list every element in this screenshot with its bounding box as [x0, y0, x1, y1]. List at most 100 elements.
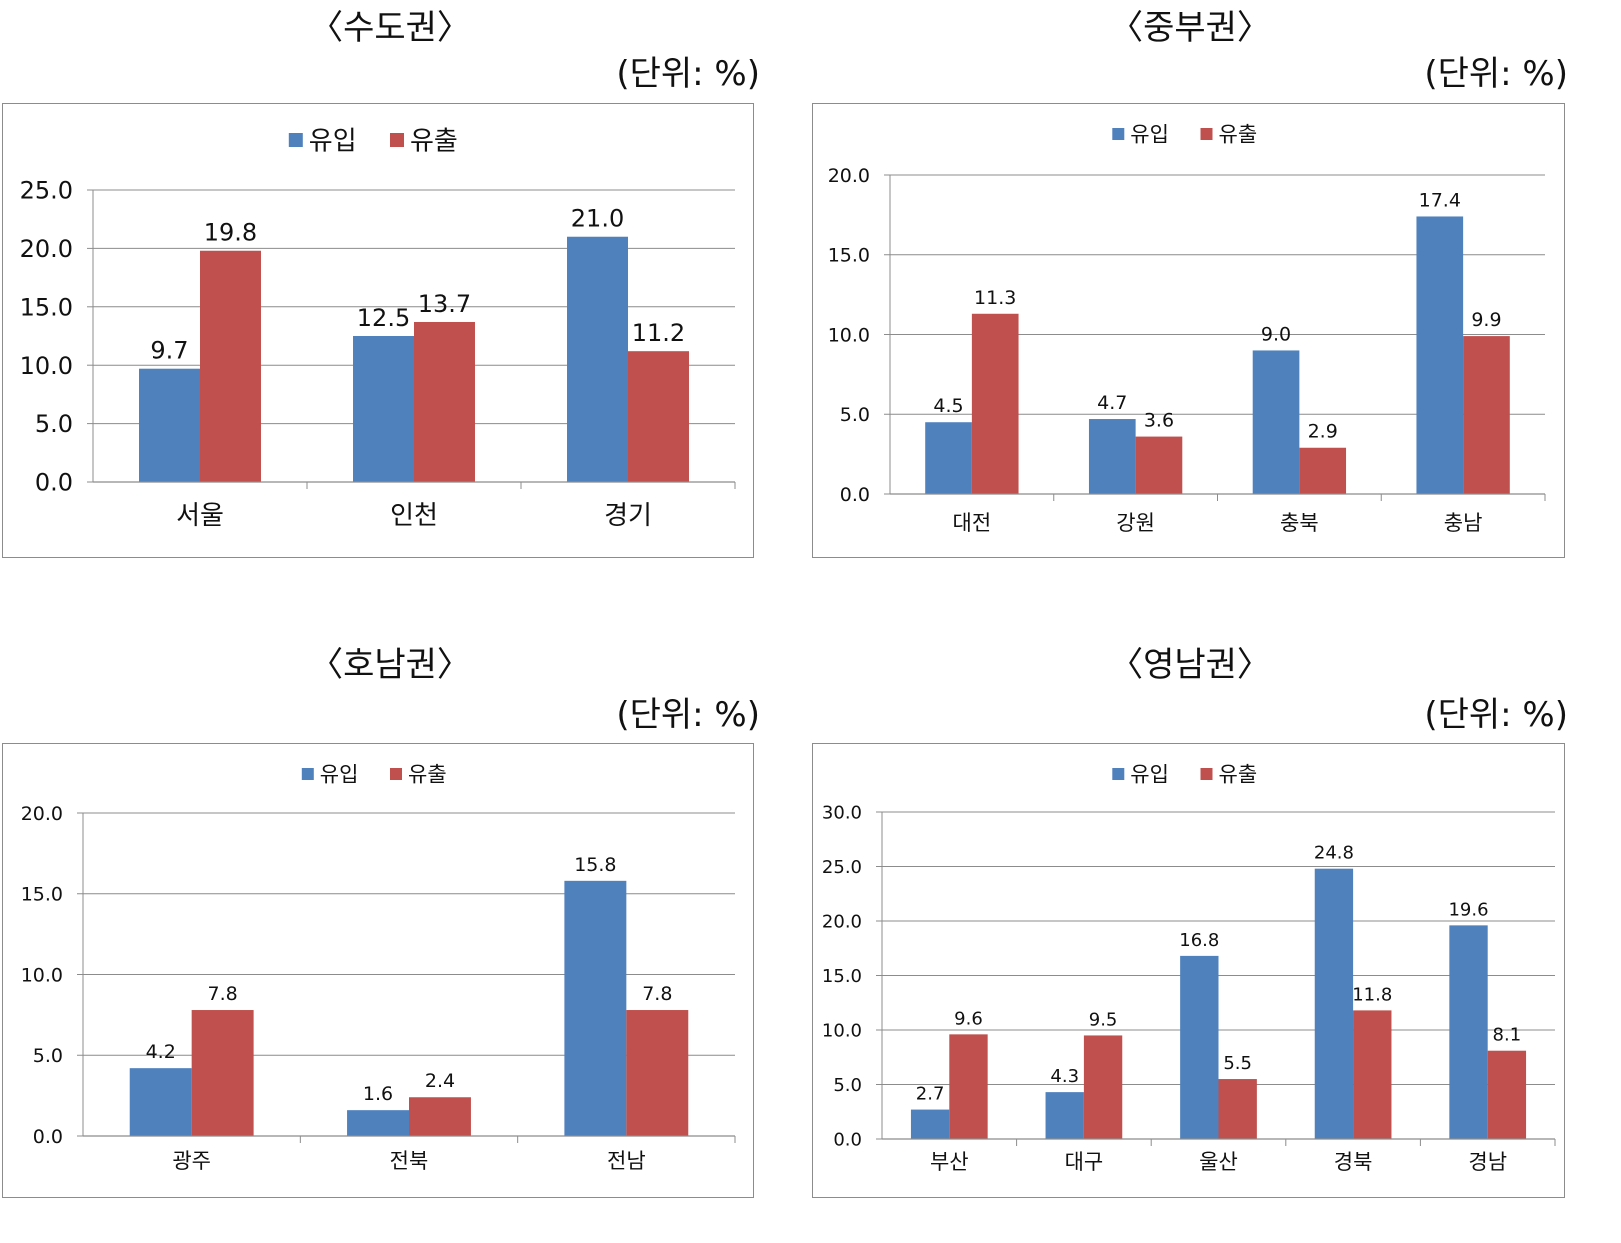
- bar-outflow: [414, 321, 475, 482]
- y-tick-label: 10.0: [21, 964, 63, 986]
- data-label: 1.6: [363, 1083, 393, 1105]
- bar-outflow: [409, 1097, 471, 1136]
- y-tick-label: 15.0: [828, 245, 870, 267]
- data-label: 3.6: [1144, 410, 1174, 432]
- y-tick-label: 10.0: [20, 352, 73, 380]
- bar-chart-central: 0.0 5.0 10.0 15.0 20.0 대전 4.5 11.3 강원 4.7 3.6 충북 9.0…: [828, 123, 1546, 535]
- x-category-label: 울산: [1199, 1150, 1238, 1174]
- bar-inflow: [1252, 350, 1300, 494]
- bar-outflow: [1299, 447, 1347, 494]
- data-label: 11.8: [1352, 984, 1392, 1005]
- y-tick-label: 10.0: [828, 324, 870, 346]
- bar-inflow: [1416, 216, 1464, 494]
- bar-outflow: [1083, 1035, 1123, 1139]
- data-label: 17.4: [1419, 189, 1461, 211]
- legend-swatch-inflow: [301, 768, 314, 780]
- x-category-label: 서울: [176, 501, 224, 531]
- bar-inflow: [1088, 419, 1136, 494]
- bar-outflow: [971, 313, 1019, 494]
- bar-inflow: [910, 1109, 950, 1139]
- data-label: 21.0: [571, 205, 624, 233]
- bar-outflow: [1353, 1010, 1392, 1139]
- bar-chart-capital: 0.0 5.0 10.0 15.0 20.0 25.0 서울 9.7 19.8 인천 12.5 13.…: [20, 126, 736, 531]
- bar-inflow: [353, 336, 414, 482]
- chart-frame-capital: 0.0 5.0 10.0 15.0 20.0 25.0 서울 9.7 19.8 인천 12.5 13.…: [2, 103, 754, 558]
- data-label: 11.3: [974, 287, 1016, 309]
- legend-label-outflow: 유출: [408, 763, 447, 787]
- y-tick-label: 5.0: [33, 1045, 63, 1067]
- legend-swatch-outflow: [1200, 768, 1213, 780]
- legend-swatch-outflow: [1200, 128, 1213, 140]
- data-label: 9.7: [150, 337, 188, 365]
- legend-swatch-outflow: [390, 133, 404, 147]
- legend-label-inflow: 유입: [1130, 763, 1169, 787]
- data-label: 16.8: [1179, 930, 1219, 951]
- y-tick-label: 20.0: [828, 165, 870, 187]
- x-category-label: 경북: [1334, 1150, 1373, 1174]
- bar-inflow: [129, 1068, 192, 1136]
- y-tick-label: 15.0: [21, 884, 63, 906]
- unit-label-capital: (단위: %): [616, 54, 760, 94]
- bar-outflow: [949, 1034, 988, 1139]
- bar-inflow: [1449, 925, 1488, 1139]
- data-label: 4.5: [933, 395, 963, 417]
- bar-outflow: [628, 351, 689, 482]
- y-tick-label: 15.0: [822, 966, 862, 987]
- y-tick-label: 0.0: [33, 1126, 63, 1148]
- bar-outflow: [1218, 1079, 1257, 1139]
- bar-outflow: [200, 250, 261, 482]
- data-label: 4.2: [146, 1041, 176, 1063]
- y-tick-label: 10.0: [822, 1020, 862, 1041]
- bar-inflow: [1180, 955, 1219, 1139]
- data-label: 4.7: [1097, 392, 1127, 414]
- legend-label-outflow: 유출: [410, 126, 458, 156]
- data-label: 2.4: [425, 1070, 455, 1092]
- chart-title-yeongnam: 〈영남권〉: [1109, 645, 1271, 685]
- unit-label-central: (단위: %): [1424, 54, 1568, 94]
- y-tick-label: 5.0: [840, 404, 870, 426]
- bar-inflow: [1045, 1092, 1084, 1139]
- legend-swatch-inflow: [288, 133, 303, 147]
- legend-swatch-inflow: [1112, 128, 1125, 140]
- legend-swatch-outflow: [390, 768, 402, 780]
- x-category-label: 부산: [930, 1150, 969, 1174]
- y-tick-label: 25.0: [822, 857, 862, 878]
- legend-label-inflow: 유입: [1130, 123, 1169, 147]
- bar-inflow: [347, 1110, 409, 1136]
- x-category-label: 경기: [604, 501, 652, 531]
- chart-title-central: 〈중부권〉: [1109, 8, 1271, 48]
- bar-outflow: [1487, 1050, 1527, 1139]
- data-label: 7.8: [208, 983, 238, 1005]
- y-tick-label: 20.0: [21, 803, 63, 825]
- data-label: 9.6: [954, 1008, 983, 1029]
- data-label: 2.7: [916, 1084, 945, 1105]
- data-label: 15.8: [574, 854, 616, 876]
- y-tick-label: 5.0: [35, 410, 73, 438]
- chart-title-capital: 〈수도권〉: [309, 8, 471, 48]
- y-tick-label: 15.0: [20, 293, 73, 321]
- y-tick-label: 0.0: [840, 484, 870, 506]
- chart-title-honam: 〈호남권〉: [309, 645, 471, 685]
- bar-inflow: [1314, 868, 1354, 1139]
- data-label: 12.5: [357, 304, 410, 332]
- x-category-label: 강원: [1116, 511, 1155, 535]
- x-category-label: 충남: [1444, 511, 1483, 535]
- legend-label-outflow: 유출: [1219, 123, 1258, 147]
- bar-inflow: [567, 236, 628, 482]
- chart-frame-central: 0.0 5.0 10.0 15.0 20.0 대전 4.5 11.3 강원 4.7 3.6 충북 9.0…: [812, 103, 1565, 558]
- x-category-label: 대구: [1065, 1150, 1104, 1174]
- y-tick-label: 0.0: [833, 1129, 862, 1150]
- x-category-label: 광주: [172, 1149, 211, 1173]
- data-label: 5.5: [1223, 1053, 1252, 1074]
- legend-label-outflow: 유출: [1219, 763, 1258, 787]
- y-tick-label: 20.0: [822, 911, 862, 932]
- bar-inflow: [139, 368, 200, 482]
- data-label: 9.5: [1089, 1009, 1118, 1030]
- chart-frame-yeongnam: 0.0 5.0 10.0 15.0 20.0 25.0 30.0 부산 2.7 9.6 대구 4.3 9…: [812, 743, 1565, 1198]
- data-label: 19.8: [204, 219, 257, 247]
- x-category-label: 충북: [1280, 511, 1319, 535]
- data-label: 2.9: [1308, 421, 1338, 443]
- bar-outflow: [191, 1010, 254, 1136]
- legend-label-inflow: 유입: [309, 126, 357, 156]
- x-category-label: 인천: [390, 501, 438, 531]
